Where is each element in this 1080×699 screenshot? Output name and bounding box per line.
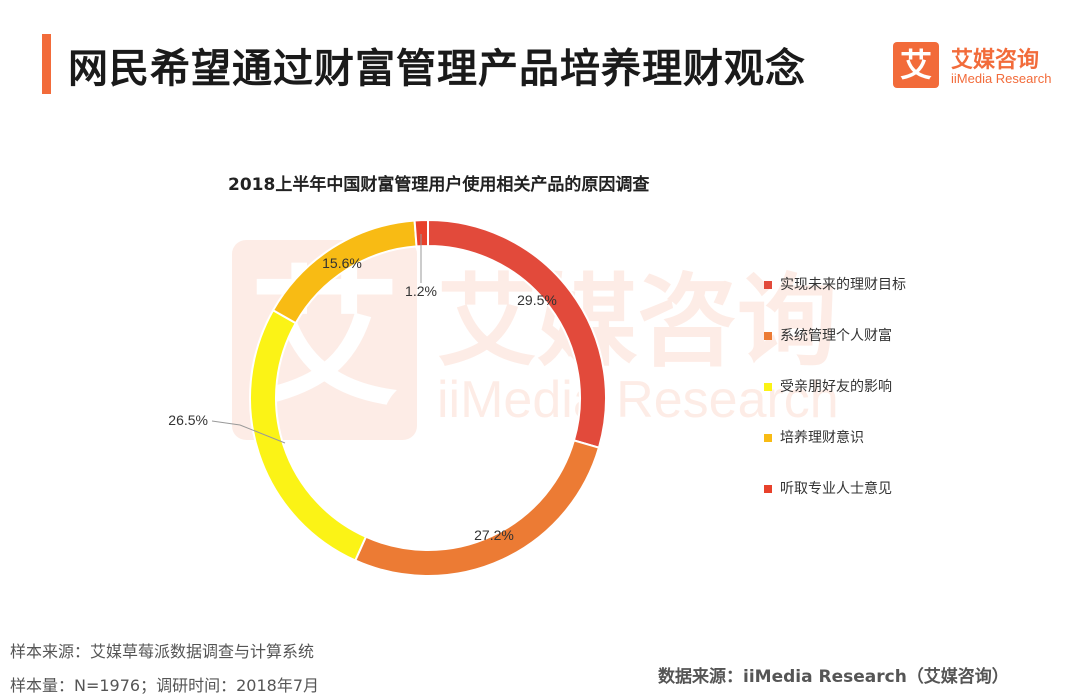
legend-label: 实现未来的理财目标 bbox=[780, 277, 906, 293]
slice-data-label: 26.5% bbox=[168, 412, 208, 428]
title-accent-bar bbox=[42, 34, 51, 94]
label-leader-line bbox=[211, 420, 286, 444]
legend-item: 受亲朋好友的影响 bbox=[764, 376, 1024, 398]
legend-label: 听取专业人士意见 bbox=[780, 481, 892, 497]
legend-item: 实现未来的理财目标 bbox=[764, 274, 1024, 296]
logo-mark: 艾 bbox=[893, 42, 939, 88]
legend-swatch bbox=[764, 485, 772, 493]
donut-slice bbox=[427, 218, 607, 449]
donut-slice bbox=[249, 308, 368, 562]
sample-size: 样本量：N=1976；调研时间：2018年7月 bbox=[10, 676, 319, 695]
logo-name-cn: 艾媒咨询 bbox=[951, 48, 1040, 73]
donut-slice bbox=[353, 439, 601, 577]
slice-data-label: 29.5% bbox=[517, 292, 557, 308]
slice-data-label: 15.6% bbox=[322, 255, 362, 271]
sample-source: 样本来源：艾媒草莓派数据调查与计算系统 bbox=[10, 642, 315, 661]
slice-data-label: 1.2% bbox=[405, 283, 437, 299]
legend-item: 听取专业人士意见 bbox=[764, 478, 1024, 500]
data-source: 数据来源：iiMedia Research（艾媒咨询） bbox=[658, 667, 1009, 687]
brand-logo: 艾 艾媒咨询 iiMedia Research bbox=[893, 42, 1068, 92]
legend-label: 受亲朋好友的影响 bbox=[780, 379, 892, 395]
legend-swatch bbox=[764, 332, 772, 340]
donut-slice bbox=[271, 219, 418, 325]
slice-data-label: 27.2% bbox=[474, 527, 514, 543]
legend-label: 系统管理个人财富 bbox=[780, 328, 892, 344]
legend-item: 系统管理个人财富 bbox=[764, 325, 1024, 347]
donut-slice bbox=[413, 218, 429, 248]
legend-item: 培养理财意识 bbox=[764, 427, 1024, 449]
legend-label: 培养理财意识 bbox=[780, 430, 864, 446]
legend-swatch bbox=[764, 434, 772, 442]
legend-swatch bbox=[764, 281, 772, 289]
chart-title: 2018上半年中国财富管理用户使用相关产品的原因调查 bbox=[228, 175, 650, 195]
legend-swatch bbox=[764, 383, 772, 391]
page-title: 网民希望通过财富管理产品培养理财观念 bbox=[68, 46, 806, 92]
logo-name-en: iiMedia Research bbox=[951, 71, 1052, 86]
